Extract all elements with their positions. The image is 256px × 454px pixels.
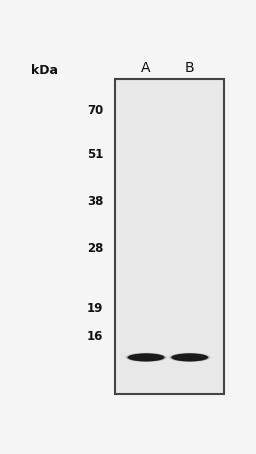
Ellipse shape xyxy=(170,353,209,362)
Text: 70: 70 xyxy=(87,104,103,117)
Text: 38: 38 xyxy=(87,195,103,208)
Text: A: A xyxy=(141,61,151,75)
Text: 16: 16 xyxy=(87,331,103,343)
Ellipse shape xyxy=(169,353,211,362)
Text: 51: 51 xyxy=(87,148,103,161)
Ellipse shape xyxy=(171,353,208,361)
Text: kDa: kDa xyxy=(31,64,58,77)
Text: 28: 28 xyxy=(87,242,103,255)
Ellipse shape xyxy=(125,353,167,362)
Bar xyxy=(115,79,225,394)
Text: B: B xyxy=(185,61,195,75)
Ellipse shape xyxy=(128,353,164,361)
Ellipse shape xyxy=(127,353,166,362)
Text: 19: 19 xyxy=(87,302,103,315)
